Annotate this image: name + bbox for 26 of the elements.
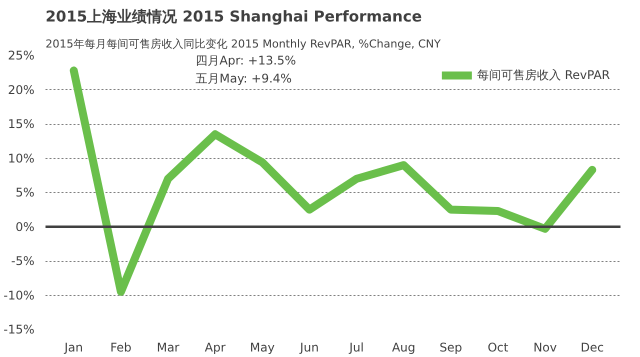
y-tick-label: 15%: [8, 117, 34, 131]
annotation: 四月Apr: +13.5%: [196, 54, 296, 68]
x-tick-label: Jun: [299, 340, 319, 354]
x-tick-label: Oct: [488, 340, 509, 354]
x-tick-label: Aug: [392, 340, 416, 354]
x-tick-label: Dec: [580, 340, 604, 354]
x-tick-label: Nov: [533, 340, 557, 354]
y-tick-label: 20%: [8, 82, 34, 97]
y-tick-label: 0%: [15, 220, 35, 234]
x-tick-label: May: [250, 340, 275, 354]
y-tick-label: 25%: [8, 48, 34, 62]
annotation: 五月May: +9.4%: [196, 72, 292, 86]
y-tick-label: -15%: [4, 322, 35, 336]
y-tick-label: -5%: [11, 254, 35, 268]
chart-subtitle: 2015年每月每间可售房收入同比变化 2015 Monthly RevPAR, %Change, CNY: [46, 38, 442, 50]
x-tick-label: Sep: [440, 340, 462, 354]
legend-label: 每间可售房收入 RevPAR: [476, 66, 610, 84]
x-tick-label: Feb: [110, 340, 132, 354]
x-tick-label: Apr: [204, 340, 226, 354]
y-tick-label: 10%: [8, 151, 34, 166]
y-tick-label: -10%: [4, 288, 35, 302]
x-tick-label: Jan: [64, 340, 84, 354]
x-tick-label: Jul: [348, 340, 364, 354]
chart-title: 2015上海业绩情况 2015 Shanghai Performance: [46, 8, 422, 26]
y-tick-label: 5%: [15, 186, 35, 200]
x-tick-label: Mar: [156, 340, 180, 354]
